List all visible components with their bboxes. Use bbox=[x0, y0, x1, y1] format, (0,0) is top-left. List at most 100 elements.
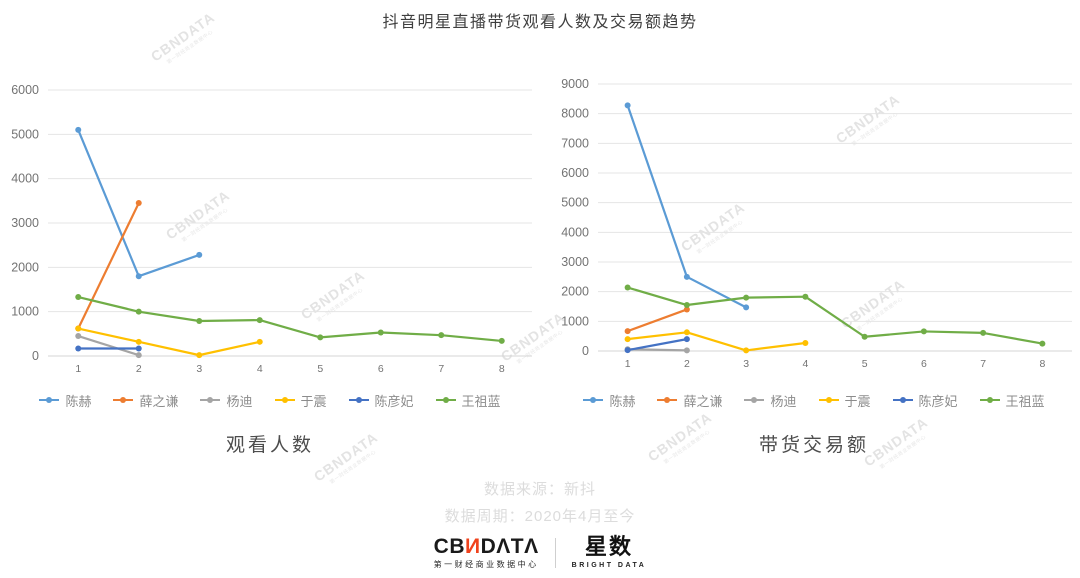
legend-label: 杨迪 bbox=[770, 393, 797, 409]
y-axis-labels: 0 1000 2000 3000 4000 5000 6000 bbox=[11, 83, 39, 363]
legend-marker bbox=[39, 397, 60, 403]
x-axis-labels: 1 2 3 4 5 6 7 8 bbox=[625, 358, 1046, 370]
svg-text:7000: 7000 bbox=[561, 136, 589, 150]
svg-text:3000: 3000 bbox=[11, 216, 39, 230]
svg-text:7: 7 bbox=[980, 358, 986, 370]
legend-label: 陈赫 bbox=[609, 393, 636, 409]
gmv-line-chart: 0 1000 2000 3000 4000 5000 6000 7000 8000 9000 1 2 3… bbox=[561, 77, 1072, 370]
svg-text:1000: 1000 bbox=[561, 314, 589, 328]
legend-marker bbox=[744, 397, 765, 403]
legend-marker-dot bbox=[281, 397, 288, 403]
gridlines bbox=[598, 83, 1072, 352]
legend-marker bbox=[113, 397, 134, 403]
legend-marker-dot bbox=[664, 397, 671, 403]
series-line-1 bbox=[624, 306, 690, 335]
legend-marker bbox=[435, 397, 456, 403]
gridlines bbox=[48, 89, 532, 357]
legend-marker-dot bbox=[355, 397, 362, 403]
svg-text:5000: 5000 bbox=[11, 127, 39, 141]
svg-text:1000: 1000 bbox=[11, 305, 39, 319]
legend-item: 陈彦妃 bbox=[892, 391, 958, 410]
series-line-0 bbox=[624, 102, 750, 311]
legend-label: 陈彦妃 bbox=[374, 393, 414, 409]
cbndata-logo-n: И bbox=[465, 535, 481, 558]
svg-text:8: 8 bbox=[1039, 358, 1045, 370]
legend-marker-dot bbox=[590, 397, 597, 403]
legend-label: 王祖蓝 bbox=[461, 393, 501, 409]
svg-text:8: 8 bbox=[499, 363, 505, 375]
legend-item: 杨迪 bbox=[200, 391, 253, 410]
svg-text:3: 3 bbox=[196, 363, 202, 375]
svg-text:3000: 3000 bbox=[561, 255, 589, 269]
legend-marker-dot bbox=[825, 397, 832, 403]
legend-marker-dot bbox=[751, 397, 758, 403]
logo-bar: CBИDΛTΛ 第一财经商业数据中心 星数 BRIGHT DATA bbox=[0, 535, 1080, 570]
legend-item: 王祖蓝 bbox=[435, 391, 501, 410]
xingshu-logo: 星数 BRIGHT DATA bbox=[571, 536, 647, 570]
viewers-chart-block: 0 1000 2000 3000 4000 5000 6000 1 2 3 4 5 6 7 8 陈赫 薛之谦 杨… bbox=[0, 62, 540, 457]
svg-text:6: 6 bbox=[378, 363, 384, 375]
y-axis-labels: 0 1000 2000 3000 4000 5000 6000 7000 8000 9000 bbox=[561, 77, 589, 358]
series-line-3 bbox=[75, 325, 263, 359]
legend-marker-dot bbox=[442, 397, 449, 403]
gmv-chart-legend: 陈赫 薛之谦 杨迪 于震 陈彦妃 王祖蓝 bbox=[583, 390, 1045, 410]
data-period-note: 数据周期：2020年4月至今 bbox=[444, 508, 636, 525]
svg-text:5: 5 bbox=[862, 358, 868, 370]
svg-text:1: 1 bbox=[75, 363, 81, 375]
page-title: 抖音明星直播带货观看人数及交易额趋势 bbox=[382, 14, 698, 31]
legend-item: 于震 bbox=[818, 391, 871, 410]
svg-text:6000: 6000 bbox=[11, 83, 39, 97]
svg-text:5000: 5000 bbox=[561, 196, 589, 210]
logo-divider bbox=[554, 537, 556, 568]
svg-text:0: 0 bbox=[32, 349, 39, 363]
series-line-4 bbox=[624, 336, 690, 354]
svg-text:4: 4 bbox=[257, 363, 263, 375]
legend-item: 杨迪 bbox=[744, 391, 797, 410]
legend-marker bbox=[583, 397, 604, 403]
svg-text:7: 7 bbox=[438, 363, 444, 375]
legend-marker bbox=[348, 397, 369, 403]
series-line-2 bbox=[75, 333, 142, 359]
svg-text:6000: 6000 bbox=[561, 166, 589, 180]
legend-marker-dot bbox=[899, 397, 906, 403]
series-line-4 bbox=[75, 345, 142, 352]
svg-text:6: 6 bbox=[921, 358, 927, 370]
viewers-chart-legend: 陈赫 薛之谦 杨迪 于震 陈彦妃 王祖蓝 bbox=[39, 390, 501, 410]
gmv-chart-block: 0 1000 2000 3000 4000 5000 6000 7000 8000 9000 1 2 3… bbox=[548, 62, 1080, 457]
svg-text:8000: 8000 bbox=[561, 107, 589, 121]
svg-text:4000: 4000 bbox=[561, 225, 589, 239]
svg-text:0: 0 bbox=[582, 344, 589, 358]
viewers-chart-subtitle: 观看人数 bbox=[225, 435, 314, 456]
legend-marker bbox=[892, 397, 913, 403]
legend-item: 王祖蓝 bbox=[979, 391, 1045, 410]
svg-text:4: 4 bbox=[802, 358, 808, 370]
svg-text:2: 2 bbox=[684, 358, 690, 370]
gmv-chart-subtitle: 带货交易额 bbox=[758, 435, 869, 456]
legend-label: 陈彦妃 bbox=[918, 393, 958, 409]
legend-marker-dot bbox=[207, 397, 214, 403]
series-line-5 bbox=[624, 284, 1046, 347]
series-line-5 bbox=[75, 294, 505, 344]
svg-text:4000: 4000 bbox=[11, 172, 39, 186]
xingshu-logo-subtitle: BRIGHT DATA bbox=[571, 562, 647, 569]
svg-text:2: 2 bbox=[136, 363, 142, 375]
legend-item: 薛之谦 bbox=[657, 391, 722, 410]
legend-label: 于震 bbox=[300, 393, 327, 409]
legend-label: 杨迪 bbox=[226, 393, 253, 409]
legend-label: 于震 bbox=[844, 393, 871, 409]
legend-marker-dot bbox=[46, 397, 53, 403]
legend-label: 薛之谦 bbox=[683, 393, 723, 409]
cbndata-logo-subtitle: 第一财经商业数据中心 bbox=[433, 560, 539, 569]
legend-item: 于震 bbox=[274, 391, 327, 410]
legend-marker bbox=[200, 397, 221, 403]
svg-text:5: 5 bbox=[317, 363, 323, 375]
svg-text:1: 1 bbox=[625, 358, 631, 370]
svg-text:9000: 9000 bbox=[561, 77, 589, 91]
legend-marker-dot bbox=[986, 397, 993, 403]
legend-marker bbox=[657, 397, 678, 403]
legend-item: 陈彦妃 bbox=[348, 391, 414, 410]
viewers-line-chart: 0 1000 2000 3000 4000 5000 6000 1 2 3 4 5 6 7 8 bbox=[11, 83, 532, 375]
legend-marker-dot bbox=[120, 397, 127, 403]
svg-text:2000: 2000 bbox=[561, 285, 589, 299]
